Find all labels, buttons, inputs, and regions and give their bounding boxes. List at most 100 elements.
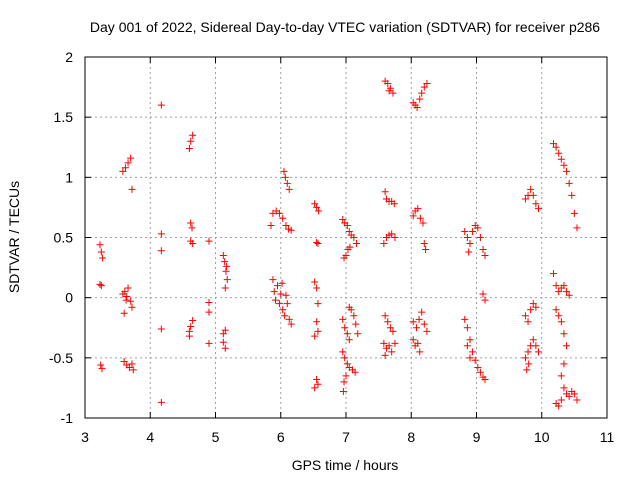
data-point — [560, 330, 568, 338]
data-point — [221, 326, 229, 334]
data-point — [314, 240, 322, 248]
data-point — [157, 398, 165, 406]
data-point — [423, 79, 431, 87]
data-point — [280, 167, 288, 175]
data-point — [389, 89, 397, 97]
data-point — [187, 137, 195, 145]
data-point — [391, 339, 399, 347]
data-point — [205, 308, 213, 316]
data-point — [414, 205, 422, 213]
data-point — [557, 396, 565, 404]
data-point — [127, 154, 135, 162]
data-point — [419, 219, 427, 227]
data-point — [205, 298, 213, 306]
data-point — [97, 361, 105, 369]
data-point — [532, 200, 540, 208]
data-point — [343, 360, 351, 368]
data-point — [351, 368, 359, 376]
data-point — [124, 284, 132, 292]
data-point — [412, 324, 420, 332]
data-point — [273, 282, 281, 290]
data-point — [555, 312, 563, 320]
data-point — [272, 296, 280, 304]
data-point — [341, 324, 349, 332]
y-tick-label: -1 — [61, 410, 74, 426]
data-point — [219, 252, 227, 260]
data-point — [420, 83, 428, 91]
data-point — [474, 363, 482, 371]
data-point — [388, 348, 396, 356]
data-point — [314, 327, 322, 335]
data-point — [565, 291, 573, 299]
data-point — [549, 270, 557, 278]
data-point — [552, 282, 560, 290]
data-point — [557, 372, 565, 380]
data-point — [469, 348, 477, 356]
data-point — [125, 363, 133, 371]
data-point — [345, 336, 353, 344]
x-tick-label: 9 — [473, 429, 481, 445]
data-point — [313, 238, 321, 246]
x-tick-label: 11 — [600, 429, 615, 445]
data-point — [521, 312, 529, 320]
data-point — [119, 167, 127, 175]
data-point — [560, 282, 568, 290]
data-point — [189, 131, 197, 139]
data-point — [461, 315, 469, 323]
data-point — [340, 254, 348, 262]
data-point — [381, 351, 389, 359]
data-point — [388, 230, 396, 238]
data-point — [549, 140, 557, 148]
data-point — [128, 303, 136, 311]
data-point — [278, 279, 286, 287]
data-point — [384, 79, 392, 87]
x-tick-label: 10 — [534, 429, 550, 445]
y-tick-label: 1 — [65, 169, 73, 185]
data-point — [346, 243, 354, 251]
data-point — [565, 392, 573, 400]
data-point — [222, 267, 230, 275]
data-point — [521, 354, 529, 362]
data-point — [479, 246, 487, 254]
data-point — [157, 230, 165, 238]
data-point — [471, 356, 479, 364]
data-point — [529, 191, 537, 199]
data-point — [529, 300, 537, 308]
data-point — [573, 224, 581, 232]
data-point — [282, 291, 290, 299]
data-point — [557, 155, 565, 163]
data-point — [423, 327, 431, 335]
data-point — [285, 315, 293, 323]
data-point — [391, 234, 399, 241]
data-point — [97, 248, 105, 256]
data-point — [315, 207, 323, 215]
data-point — [563, 288, 571, 296]
data-point — [311, 384, 319, 392]
y-tick-label: 2 — [65, 49, 73, 65]
y-tick-label: 1.5 — [54, 109, 74, 125]
data-point — [527, 306, 535, 314]
data-point — [354, 330, 362, 338]
data-point — [129, 366, 137, 374]
data-point — [120, 357, 128, 365]
data-point — [416, 348, 424, 356]
data-point — [313, 284, 321, 292]
y-tick-label: 0.5 — [54, 230, 74, 246]
data-point — [187, 219, 195, 227]
data-point — [466, 336, 474, 344]
data-point — [219, 330, 227, 338]
data-point — [341, 354, 349, 362]
data-point — [463, 324, 471, 332]
data-point — [390, 200, 398, 208]
data-point — [481, 252, 489, 260]
data-point — [555, 402, 563, 410]
data-point — [381, 188, 389, 196]
x-tick-label: 4 — [146, 429, 154, 445]
data-point — [381, 312, 389, 320]
y-tick-label: 0 — [65, 290, 73, 306]
data-point — [345, 303, 353, 311]
data-point — [525, 360, 533, 368]
data-point — [283, 300, 291, 308]
data-point — [352, 320, 360, 328]
